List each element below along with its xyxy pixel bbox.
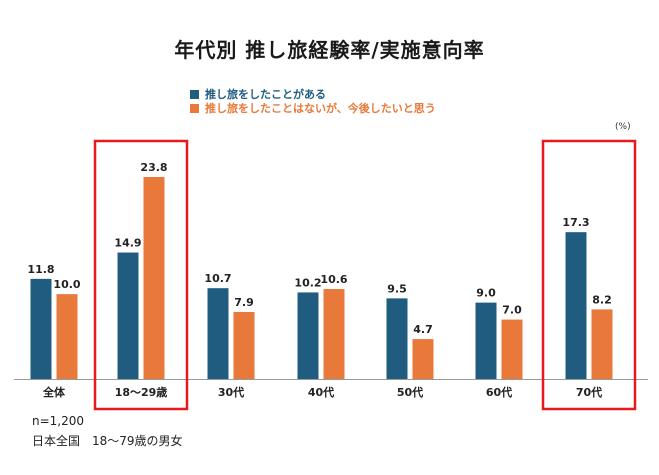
bar-s1-cat-0	[56, 294, 78, 379]
bar-s1-cat-6	[591, 309, 613, 379]
legend-label-experienced: 推し旅をしたことがある	[205, 88, 326, 101]
legend-swatch-experienced	[190, 89, 199, 99]
category-label-3: 40代	[308, 385, 334, 399]
data-label-s1-cat-1: 23.8	[140, 161, 167, 174]
category-label-4: 50代	[397, 385, 423, 399]
bar-s1-cat-5	[501, 319, 523, 379]
data-label-s1-cat-2: 7.9	[234, 296, 254, 309]
data-label-s0-cat-2: 10.7	[204, 272, 231, 285]
data-label-s1-cat-0: 10.0	[53, 278, 80, 291]
data-label-s1-cat-3: 10.6	[320, 273, 347, 286]
highlight-box-1	[541, 139, 637, 411]
bar-s0-cat-6	[565, 232, 587, 379]
data-label-s0-cat-5: 9.0	[476, 287, 496, 300]
bar-s0-cat-3	[297, 292, 319, 379]
data-label-s0-cat-1: 14.9	[114, 237, 141, 250]
unit-label: (%)	[615, 122, 631, 132]
legend-swatch-intent	[190, 103, 199, 113]
legend-label-intent: 推し旅をしたことはないが、今後したいと思う	[205, 102, 436, 115]
category-label-0: 全体	[42, 385, 66, 399]
highlight-box-0	[93, 139, 189, 411]
bar-s0-cat-2	[207, 288, 229, 379]
data-label-s0-cat-0: 11.8	[27, 263, 54, 276]
bar-s1-cat-4	[412, 339, 434, 379]
category-label-6: 70代	[576, 385, 602, 399]
bar-s0-cat-0	[30, 278, 52, 379]
bar-s0-cat-1	[117, 252, 139, 379]
data-label-s1-cat-5: 7.0	[502, 304, 522, 317]
bar-s0-cat-4	[386, 298, 408, 379]
bar-s1-cat-2	[233, 311, 255, 379]
data-label-s0-cat-6: 17.3	[562, 216, 589, 229]
category-label-1: 18～29歳	[115, 385, 168, 399]
category-label-5: 60代	[486, 385, 512, 399]
data-label-s1-cat-6: 8.2	[592, 293, 612, 306]
legend-item-experienced: 推し旅をしたことがある	[190, 86, 326, 102]
bar-s0-cat-5	[475, 302, 497, 379]
data-label-s1-cat-4: 4.7	[413, 323, 433, 336]
legend-item-intent: 推し旅をしたことはないが、今後したいと思う	[190, 100, 436, 116]
population-note: 日本全国 18～79歳の男女	[32, 434, 183, 448]
chart-title: 年代別 推し旅経験率/実施意向率	[174, 38, 485, 62]
category-label-2: 30代	[218, 385, 244, 399]
data-label-s0-cat-3: 10.2	[294, 276, 321, 289]
bar-s1-cat-3	[323, 289, 345, 379]
data-label-s0-cat-4: 9.5	[387, 282, 407, 295]
sample-size-note: n=1,200	[32, 414, 85, 428]
bar-s1-cat-1	[143, 177, 165, 379]
